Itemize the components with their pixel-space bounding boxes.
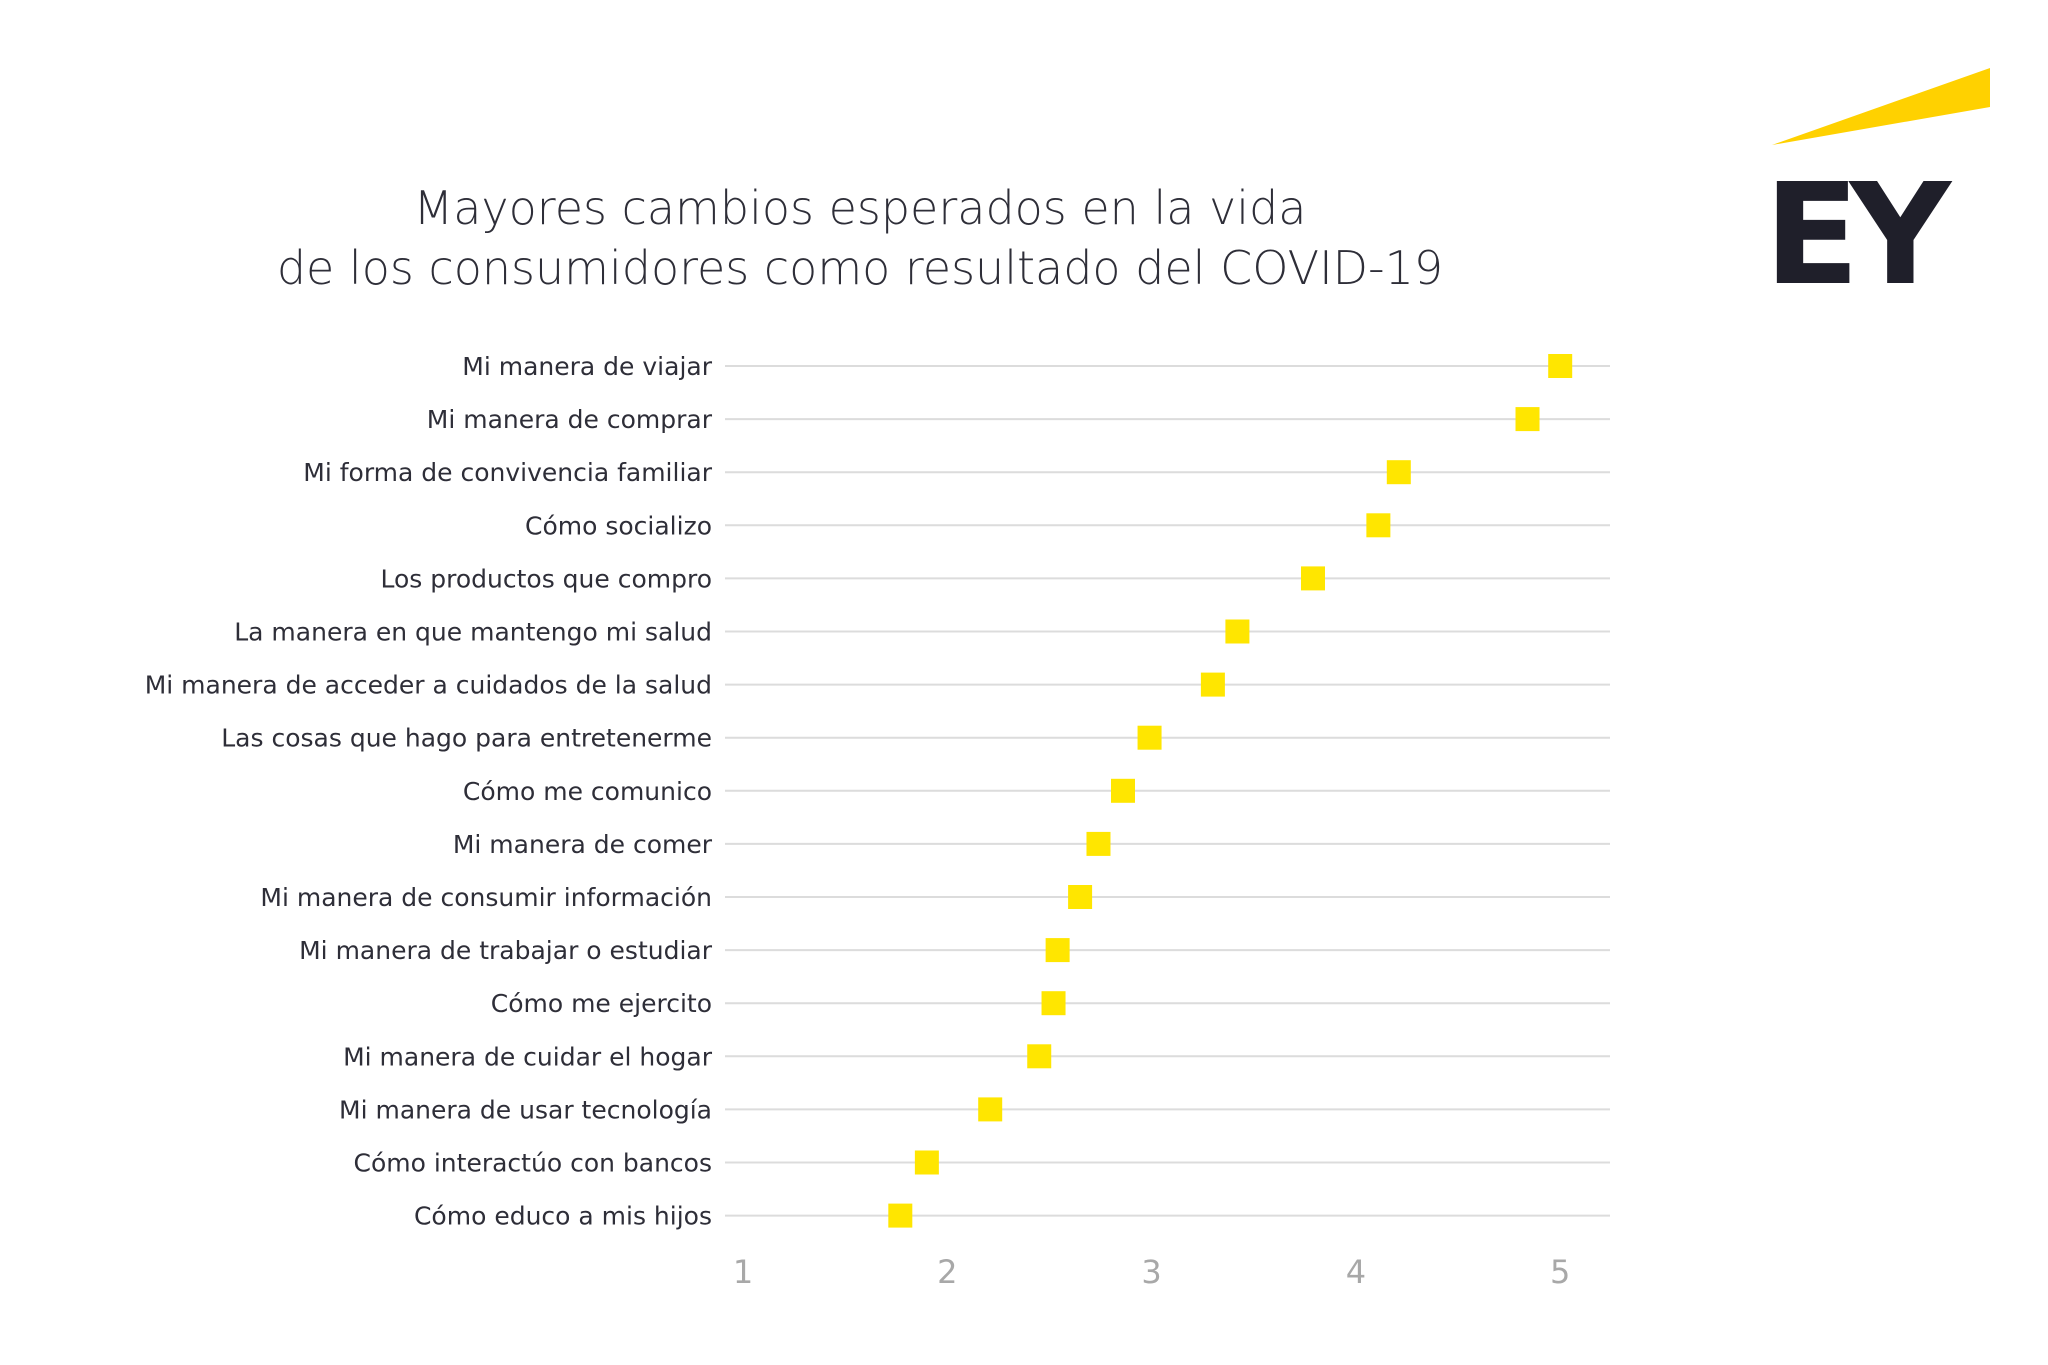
data-point	[914, 1150, 939, 1175]
category-label: Mi manera de viajar	[462, 352, 712, 381]
category-label: Las cosas que hago para entretenerme	[221, 724, 712, 753]
x-axis-ticks: 1 2 3 4 5	[733, 1253, 1571, 1291]
category-label: Mi forma de convivencia familiar	[303, 458, 712, 487]
logo-text: EY	[1770, 154, 1953, 295]
gridlines	[725, 365, 1610, 1217]
category-label: Mi manera de comprar	[427, 405, 713, 434]
category-label: Cómo me comunico	[463, 777, 712, 806]
chart-title-line-1: Mayores cambios esperados en la vida	[413, 181, 1307, 235]
x-tick-label: 4	[1346, 1253, 1366, 1291]
category-label: Cómo educo a mis hijos	[414, 1202, 712, 1231]
data-point	[1110, 778, 1135, 803]
ey-logo: EY	[1770, 68, 1990, 295]
data-point	[1137, 725, 1162, 750]
x-tick-label: 1	[733, 1253, 753, 1291]
data-point	[1548, 354, 1573, 378]
chart-title: Mayores cambios esperados en la vida de …	[200, 178, 1520, 298]
data-point	[1041, 991, 1066, 1016]
data-point	[888, 1203, 913, 1228]
data-point	[1386, 460, 1411, 485]
x-tick-label: 2	[937, 1253, 957, 1291]
category-label: Mi manera de usar tecnología	[339, 1095, 712, 1124]
category-label: Mi manera de acceder a cuidados de la sa…	[145, 671, 712, 700]
category-label: La manera en que mantengo mi salud	[234, 618, 712, 647]
markers	[888, 354, 1573, 1228]
category-labels: Mi manera de viajar Mi manera de comprar M…	[145, 352, 713, 1231]
category-label: Mi manera de cuidar el hogar	[343, 1042, 713, 1071]
category-label: Cómo interactúo con bancos	[354, 1149, 712, 1178]
data-point	[1515, 407, 1540, 432]
data-point	[1068, 885, 1093, 909]
x-tick-label: 3	[1141, 1253, 1161, 1291]
data-point	[1200, 672, 1225, 697]
data-point	[1225, 619, 1250, 644]
category-label: Mi manera de comer	[453, 830, 713, 859]
data-point	[1300, 566, 1325, 591]
data-point	[1366, 513, 1391, 538]
chart-title-line-2: de los consumidores como resultado del C…	[276, 241, 1444, 295]
data-point	[1027, 1044, 1052, 1069]
category-label: Mi manera de consumir información	[260, 883, 712, 912]
category-label: Cómo socializo	[525, 511, 712, 540]
category-label: Mi manera de trabajar o estudiar	[299, 936, 713, 965]
data-point	[1045, 938, 1070, 963]
category-label: Cómo me ejercito	[491, 989, 712, 1018]
logo-beam	[1772, 68, 1990, 145]
data-point	[978, 1097, 1003, 1122]
data-point	[1086, 831, 1111, 856]
category-label: Los productos que compro	[380, 564, 712, 593]
x-tick-label: 5	[1550, 1253, 1570, 1291]
